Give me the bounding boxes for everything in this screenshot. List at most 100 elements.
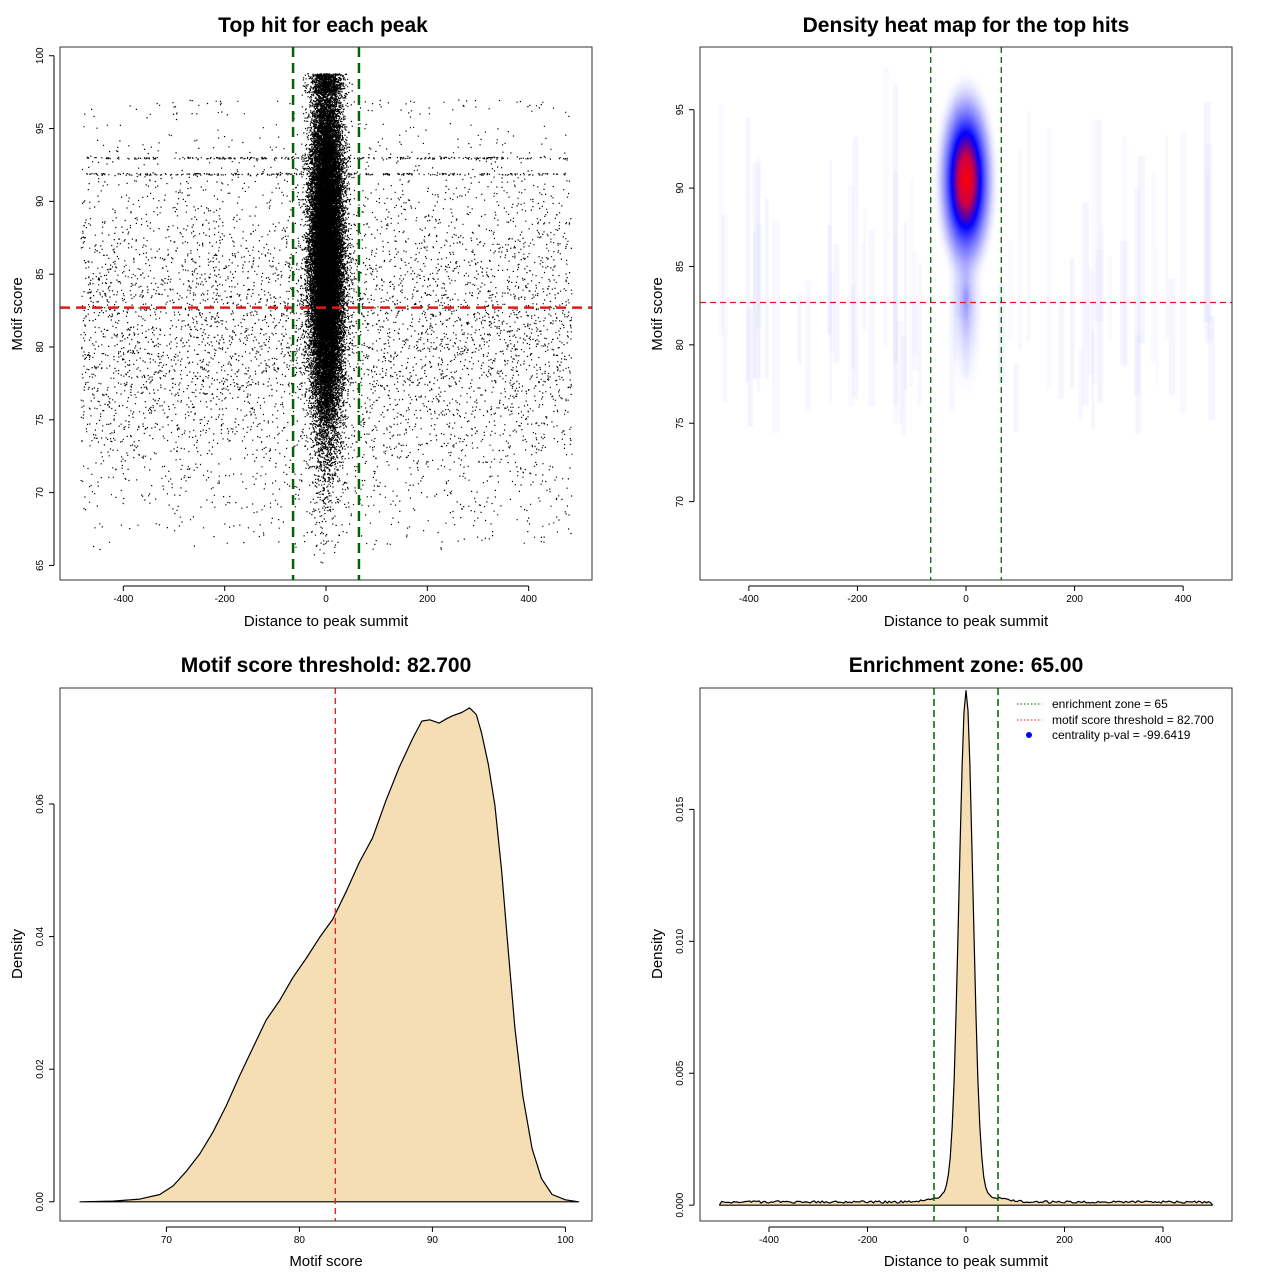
y-tick-label: 0.04 xyxy=(35,926,46,946)
heatmap-faint-streak xyxy=(1058,304,1065,399)
heatmap-faint-streak xyxy=(1122,137,1128,368)
scatter-ylabel: Motif score xyxy=(9,277,26,350)
y-tick-label: 95 xyxy=(675,104,686,116)
x-tick-label: -200 xyxy=(857,1235,877,1246)
heatmap-faint-streak xyxy=(852,137,859,399)
heatmap-faint-streak xyxy=(797,294,802,364)
heatmap-faint-streak xyxy=(752,232,757,380)
heatmap-faint-streak xyxy=(883,66,889,349)
distance-density-ylabel: Density xyxy=(649,928,666,979)
score-density-xlabel: Motif score xyxy=(289,1253,362,1270)
heatmap-faint-streak xyxy=(1204,169,1210,340)
scatter-reference-lines xyxy=(60,47,592,580)
distance-density-curve xyxy=(719,690,1213,1206)
heatmap-faint-streak xyxy=(868,230,876,406)
heatmap-faint-streak xyxy=(1137,155,1145,344)
heatmap-faint-streak xyxy=(896,321,904,424)
heatmap-faint-streak xyxy=(917,263,922,406)
heatmap-faint-streak xyxy=(1180,132,1187,414)
heatmap-faint-streak xyxy=(1082,202,1090,406)
heatmap-faint-streak xyxy=(1091,119,1098,384)
legend-pval-label: centrality p-val = -99.6419 xyxy=(1052,728,1191,742)
distance-density-xlabel: Distance to peak summit xyxy=(884,1253,1049,1270)
heatmap-faint-streak xyxy=(1205,143,1213,343)
heatmap-faint-streak xyxy=(1008,240,1014,341)
heatmap-faint-streak xyxy=(863,207,867,330)
scatter-points xyxy=(80,73,573,564)
heatmap-faint-streak xyxy=(833,244,840,363)
y-tick-label: 80 xyxy=(35,341,46,353)
heatmap-faint-streak xyxy=(1096,119,1102,402)
heatmap-faint-streak xyxy=(755,157,761,393)
x-tick-label: 90 xyxy=(427,1235,439,1246)
y-tick-label: 0.06 xyxy=(35,794,46,814)
heatmap-hotspot xyxy=(932,68,1000,293)
heatmap-faint-streak xyxy=(772,220,780,434)
y-tick-label: 0.02 xyxy=(35,1059,46,1079)
x-tick-label: 200 xyxy=(419,594,436,605)
x-tick-label: -400 xyxy=(113,594,133,605)
distance-density-area xyxy=(719,690,1213,1206)
heatmap-faint-streak xyxy=(909,178,914,388)
heatmap-faint-streak xyxy=(1069,258,1075,389)
score-density-area xyxy=(79,707,580,1203)
heatmap-faint-streak xyxy=(1018,150,1022,351)
heatmap-faint-streak xyxy=(903,222,908,390)
score-density-plot-frame xyxy=(59,687,593,1222)
y-tick-label: 100 xyxy=(35,47,46,64)
heatmap-faint-streak xyxy=(892,84,899,363)
heatmap-faint-streak xyxy=(860,243,865,330)
heatmap-title: Density heat map for the top hits xyxy=(803,14,1130,37)
x-tick-label: -400 xyxy=(739,594,759,605)
scatter-plot-frame xyxy=(59,46,593,581)
score-density-title: Motif score threshold: 82.700 xyxy=(181,654,472,677)
x-tick-label: 200 xyxy=(1066,594,1083,605)
scatter-xlabel: Distance to peak summit xyxy=(244,613,409,630)
heatmap-xlabel: Distance to peak summit xyxy=(884,613,1049,630)
heatmap-faint-streak xyxy=(1046,128,1052,389)
x-tick-label: 400 xyxy=(1155,1235,1172,1246)
y-tick-label: 75 xyxy=(675,417,686,429)
heatmap-axes: -400 -200 0 200 400 70 75 80 85 90 95 xyxy=(675,104,1192,605)
scatter-point-cloud xyxy=(80,73,573,564)
x-tick-label: 0 xyxy=(963,594,969,605)
heatmap-density xyxy=(718,66,1215,437)
heatmap-faint-streak xyxy=(1155,246,1159,386)
heatmap-faint-streak xyxy=(1164,135,1169,339)
panel-scatter: Top hit for each peak -400 -200 0 200 400 65 7… xyxy=(9,14,593,630)
scatter-axes: -400 -200 0 200 400 65 70 75 80 85 90 95 100 xyxy=(35,47,537,605)
y-tick-label: 75 xyxy=(35,414,46,426)
y-tick-label: 0.005 xyxy=(675,1060,686,1085)
heatmap-faint-streak xyxy=(848,185,855,407)
distance-density-plot-frame xyxy=(699,687,1233,1222)
heatmap-faint-streak xyxy=(1095,249,1104,322)
legend-pval-dot-icon xyxy=(1026,732,1032,738)
x-tick-label: -400 xyxy=(759,1235,779,1246)
heatmap-faint-streak xyxy=(1013,363,1020,432)
y-tick-label: 0.015 xyxy=(675,796,686,821)
panel-score-density: Motif score threshold: 82.700 70 80 90 100 0… xyxy=(9,654,593,1270)
heatmap-faint-streak xyxy=(1087,267,1094,374)
heatmap-reference-lines xyxy=(700,47,1232,580)
y-tick-label: 95 xyxy=(35,123,46,135)
distance-density-title: Enrichment zone: 65.00 xyxy=(849,654,1084,677)
heatmap-faint-streak xyxy=(1098,225,1104,403)
heatmap-faint-streak xyxy=(829,271,835,353)
y-tick-label: 85 xyxy=(35,268,46,280)
distance-density-axes: -400 -200 0 200 400 0.000 0.005 0.010 0.015 xyxy=(675,796,1172,1246)
heatmap-faint-streak xyxy=(718,103,724,335)
heatmap-plot-frame xyxy=(699,46,1233,581)
legend-zone-label: enrichment zone = 65 xyxy=(1052,697,1168,711)
heatmap-faint-streak xyxy=(804,280,812,412)
heatmap-faint-streak xyxy=(893,171,898,406)
scatter-title: Top hit for each peak xyxy=(218,14,428,37)
x-tick-label: 400 xyxy=(520,594,537,605)
y-tick-label: 0.000 xyxy=(675,1192,686,1217)
heatmap-faint-streak xyxy=(1203,102,1211,323)
y-tick-label: 90 xyxy=(675,182,686,194)
y-tick-label: 65 xyxy=(35,559,46,571)
heatmap-faint-streak xyxy=(1150,173,1156,363)
heatmap-faint-streak xyxy=(765,198,769,379)
heatmap-ylabel: Motif score xyxy=(649,277,666,350)
